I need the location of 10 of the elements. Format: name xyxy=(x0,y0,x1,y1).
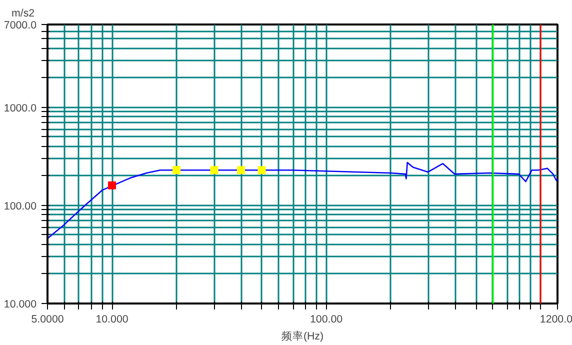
y-tick-label: 100.00 xyxy=(4,200,37,212)
x-axis-title: 频率(Hz) xyxy=(281,330,324,342)
y-tick-label: 7000.0 xyxy=(4,20,37,32)
y-tick-label: 1000.0 xyxy=(4,102,37,114)
x-tick-label: 1200.0 xyxy=(540,314,572,326)
y-tick-label: 10.000 xyxy=(4,298,37,310)
x-tick-label: 100.00 xyxy=(310,314,343,326)
y-axis-title: m/s2 xyxy=(12,8,35,20)
x-tick-label: 5.0000 xyxy=(31,314,64,326)
x-tick-label: 10.000 xyxy=(96,314,128,326)
